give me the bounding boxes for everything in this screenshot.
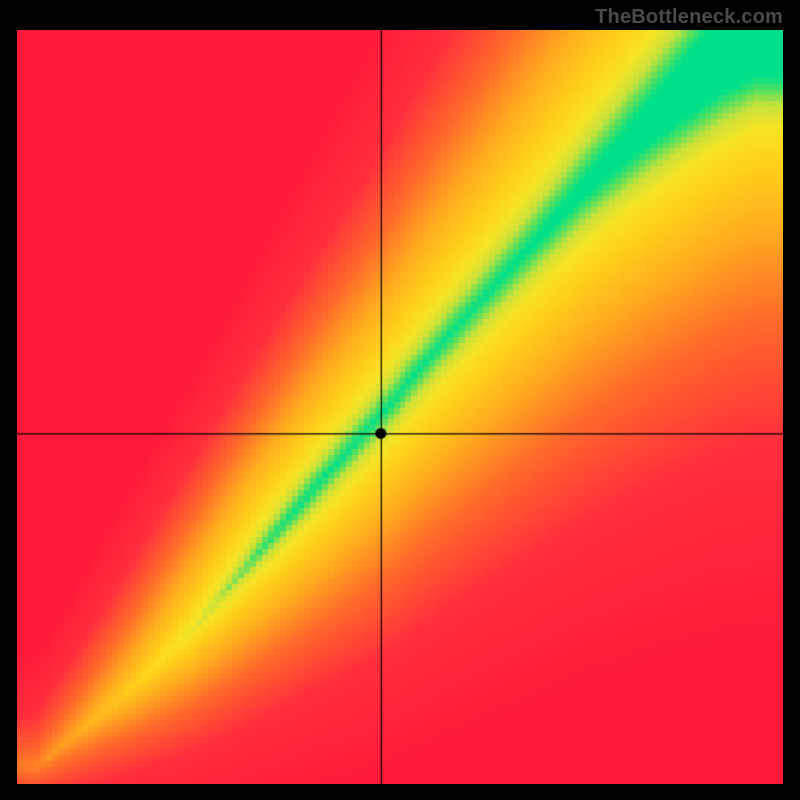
watermark-text: TheBottleneck.com [595,6,783,29]
bottleneck-heatmap [17,30,783,784]
